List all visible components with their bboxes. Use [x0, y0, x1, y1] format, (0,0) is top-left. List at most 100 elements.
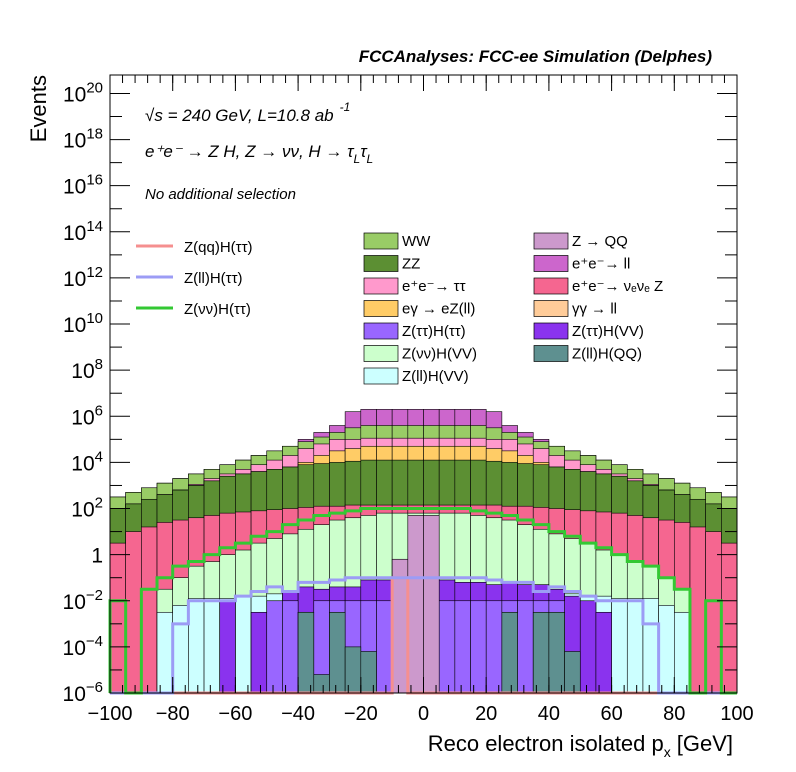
legend-label: Z(qq)H(ττ)	[184, 239, 253, 256]
x-tick-label: −80	[156, 703, 190, 725]
stack-bar	[705, 531, 722, 694]
overlay-bar	[501, 611, 518, 694]
x-axis-label-unit: [GeV]	[677, 731, 733, 756]
overlay-bar	[297, 611, 315, 694]
y-tick-label: 1020	[63, 79, 103, 106]
overlay-bar	[250, 611, 268, 694]
stack-bar	[626, 598, 644, 694]
stack-bar	[658, 605, 675, 694]
stack-bar	[125, 531, 142, 694]
x-tick-label: −60	[218, 703, 252, 725]
legend-swatch	[533, 300, 569, 317]
overlay-bar	[517, 600, 534, 694]
stack-bar	[172, 605, 189, 694]
legend-label: e⁺e⁻→ ττ	[402, 278, 466, 295]
legend-label: Z(ll)H(ττ)	[184, 270, 243, 287]
y-tick-label: 1010	[63, 310, 103, 337]
process-text: e⁺e⁻ → Z H, Z → νν, H → τ	[145, 142, 355, 161]
y-tick-label: 1014	[63, 218, 103, 245]
series-z-ll-h-qq	[297, 611, 581, 694]
legend-swatch	[363, 277, 399, 295]
legend-entry: Z(ll)H(ττ)	[136, 270, 243, 287]
overlay-bar	[313, 674, 330, 694]
overlay-bar	[470, 600, 487, 694]
signal-line-z-h	[108, 507, 737, 695]
legend-swatch	[533, 345, 569, 362]
overlay-bar	[360, 651, 377, 694]
legend-swatch	[363, 322, 399, 340]
process-tau2: τ	[360, 142, 368, 161]
stack-bar	[141, 526, 158, 694]
y-tick-label: 10−6	[63, 679, 103, 706]
overlay-bar	[282, 600, 299, 694]
tick-layer: −100 −80 −60 −40 −20 0 20 40 60 80 100 10−6 10−4 10−2…	[63, 75, 754, 725]
x-axis-label-main: Reco electron isolated p	[428, 731, 664, 756]
x-tick-label: 80	[663, 703, 685, 725]
legend-entry: Z(νν)H(VV)	[363, 345, 477, 363]
stack-bar	[689, 526, 706, 694]
overlay-bar	[564, 651, 581, 694]
selection-annotation: No additional selection	[145, 186, 296, 203]
legend-entry: Z(ττ)H(ττ)	[363, 322, 466, 340]
legend-label: e⁺e⁻→ ll	[572, 256, 630, 273]
overlay-bar	[454, 600, 471, 694]
legend-label: eγ → eZ(ll)	[402, 301, 475, 318]
signal-line-z-ll-h	[110, 576, 737, 695]
legend-entry: Z(νν)H(ττ)	[136, 301, 251, 318]
x-tick-label: 60	[600, 703, 622, 725]
stack-bar	[235, 595, 252, 694]
x-axis-label: Reco electron isolated px [GeV]	[428, 731, 733, 760]
legend-entry: γγ → ll	[533, 300, 617, 318]
overlay-bar	[485, 600, 503, 694]
y-tick-label: 102	[71, 495, 103, 522]
legend-label: Z(ll)H(QQ)	[572, 346, 642, 363]
overlay-bar	[407, 515, 424, 694]
y-tick-label: 104	[71, 448, 103, 475]
process-sub2: L	[367, 152, 374, 166]
x-tick-label: 20	[475, 703, 497, 725]
stack-bar	[203, 598, 221, 694]
overlay-bar	[532, 611, 550, 694]
energy-annotation: √s = 240 GeV, L=10.8 ab -1	[145, 100, 350, 125]
signal-legend: Z(qq)H(ττ) Z(ll)H(ττ) Z(νν)H(ττ)	[136, 239, 253, 318]
legend-entry: ZZ	[363, 255, 420, 273]
legend-label: γγ → ll	[572, 301, 617, 318]
stack-bar	[188, 598, 205, 694]
overlay-bar	[423, 515, 440, 694]
y-axis-label: Events	[26, 75, 51, 142]
legend-label: e⁺e⁻→ νₑνₑ Z	[572, 278, 663, 295]
overlay-bar	[329, 611, 346, 694]
stack-bar	[642, 598, 659, 694]
overlay-bar	[595, 611, 612, 694]
y-tick-label: 108	[71, 356, 103, 383]
stack-bar	[156, 611, 173, 694]
overlay-bar	[548, 611, 565, 694]
x-tick-label: 40	[538, 703, 560, 725]
y-tick-label: 1018	[63, 126, 103, 153]
legend-label: Z → QQ	[572, 233, 628, 250]
legend-entry: Z(ττ)H(VV)	[533, 322, 644, 340]
x-tick-label: 0	[418, 703, 429, 725]
legend-label: Z(νν)H(VV)	[402, 346, 477, 363]
legend-label: WW	[402, 233, 431, 250]
energy-sqrt: √	[145, 106, 155, 125]
legend-entry: e⁺e⁻→ νₑνₑ Z	[533, 277, 663, 295]
legend-swatch	[363, 232, 399, 250]
y-tick-label: 10−4	[63, 633, 103, 660]
overlay-bar	[391, 558, 409, 694]
stack-bar	[109, 542, 126, 694]
energy-sup: -1	[340, 100, 351, 114]
process-sub1: L	[354, 152, 361, 166]
legend-swatch	[533, 255, 569, 272]
y-tick-label: 1016	[63, 172, 103, 199]
x-tick-label: −40	[281, 703, 315, 725]
legend-label: Z(ττ)H(VV)	[572, 323, 644, 340]
legend-swatch	[363, 255, 399, 272]
stack-bar	[611, 598, 628, 694]
legend-swatch	[533, 232, 569, 250]
legend-swatch	[533, 322, 569, 340]
legend-entry: eγ → eZ(ll)	[363, 300, 475, 318]
overlay-bar	[579, 600, 597, 694]
overlay-bar	[376, 600, 393, 694]
